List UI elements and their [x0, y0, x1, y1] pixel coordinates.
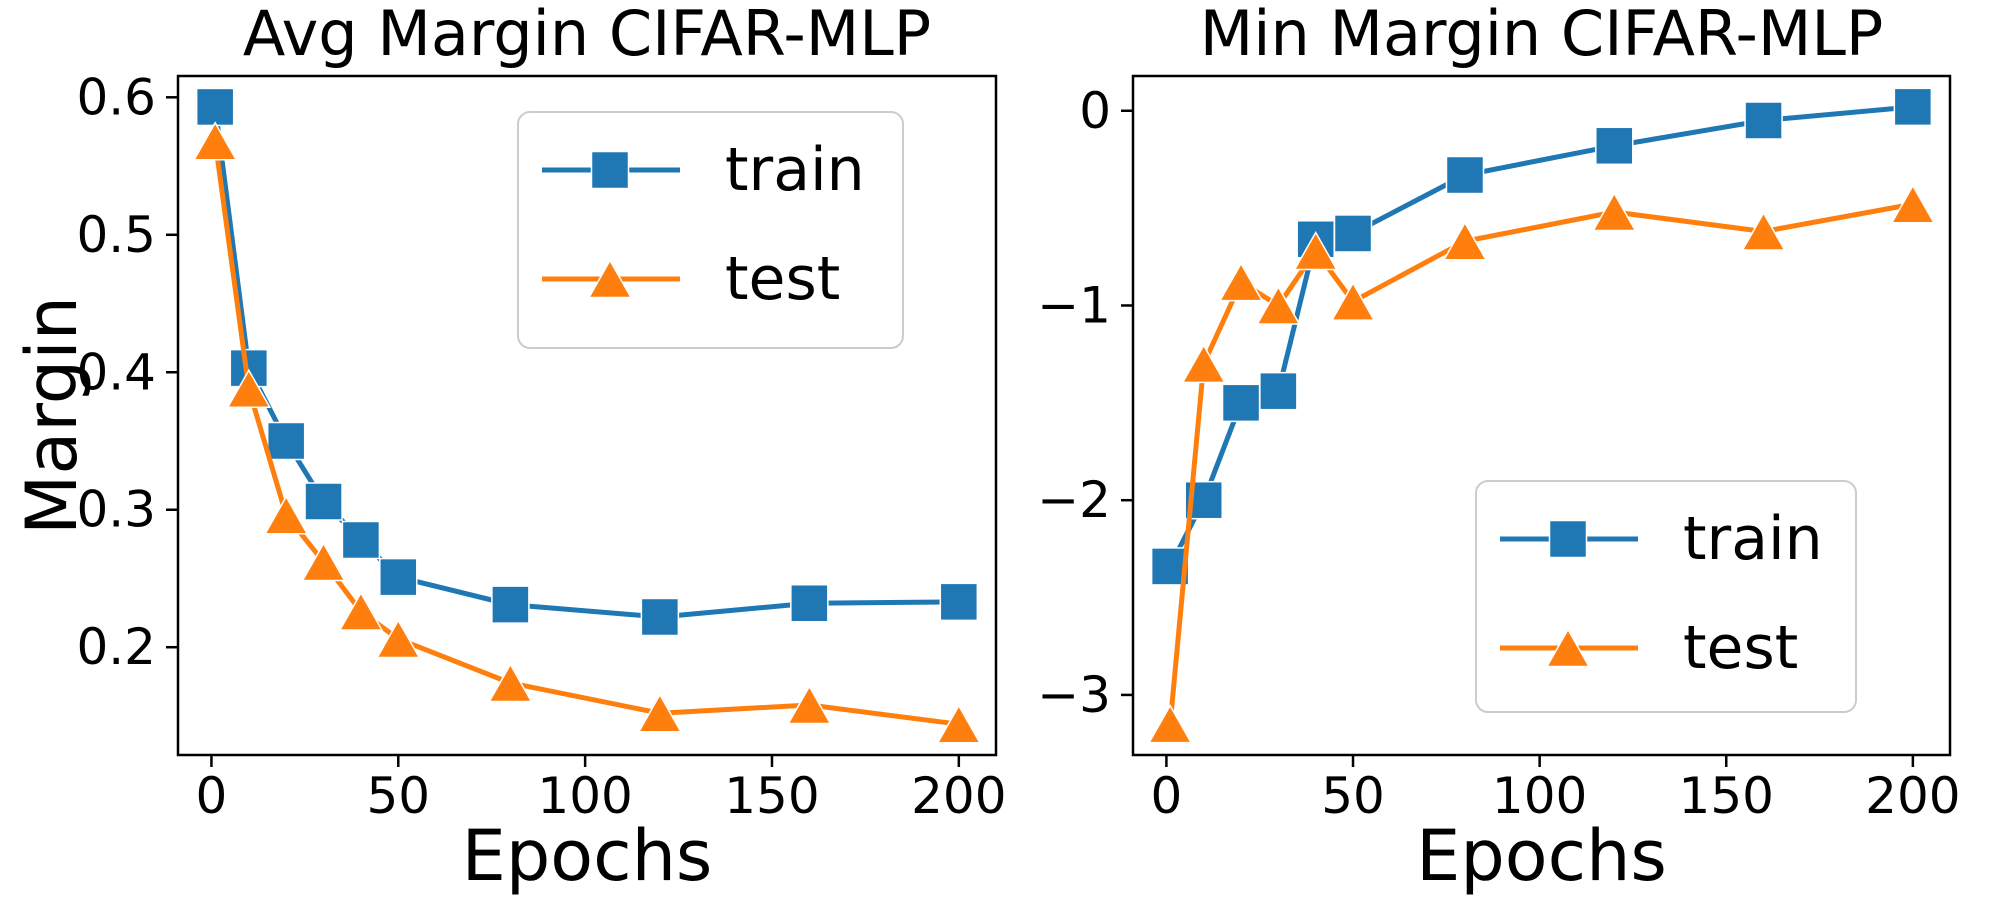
marker-test-triangle	[1256, 285, 1301, 325]
marker-test-triangle	[338, 591, 384, 631]
legend-item-test: test	[1500, 613, 1798, 683]
legend-item-test: test	[542, 244, 840, 314]
marker-test-triangle	[1890, 184, 1936, 224]
marker-test-triangle	[192, 121, 238, 161]
x-tick-label: 200	[1865, 767, 1960, 825]
y-tick-label: 0.2	[76, 618, 156, 676]
x-axis-label: Epochs	[1416, 815, 1667, 897]
marker-train-square	[341, 520, 381, 560]
marker-train-square	[491, 585, 530, 624]
x-tick-label: 0	[1150, 767, 1182, 825]
x-tick-label: 150	[1679, 767, 1774, 825]
legend-marker-train	[590, 150, 630, 190]
marker-train-square	[266, 421, 306, 461]
legend-marker-test	[587, 258, 633, 299]
legend-label-train: train	[725, 135, 865, 205]
legend-marker-train	[1548, 519, 1588, 559]
marker-train-square	[1259, 371, 1298, 411]
marker-train-square	[1744, 101, 1783, 140]
marker-test-triangle	[263, 495, 309, 535]
marker-test-triangle	[226, 368, 272, 409]
y-tick-label: −1	[1037, 276, 1111, 334]
marker-test-triangle	[376, 618, 421, 659]
legend: train test	[1475, 480, 1857, 713]
x-tick-label: 200	[911, 767, 1006, 825]
marker-test-triangle	[488, 662, 533, 703]
legend-label-train: train	[1683, 504, 1823, 574]
x-tick-label: 100	[1492, 767, 1587, 825]
x-tick-label: 50	[366, 767, 430, 825]
marker-test-triangle	[1147, 704, 1193, 744]
legend-marker-test	[1545, 627, 1591, 668]
marker-test-triangle	[1591, 191, 1637, 232]
marker-train-square	[1595, 126, 1634, 166]
marker-train-square	[379, 557, 418, 597]
marker-train-square	[1221, 383, 1261, 423]
x-tick-label: 50	[1321, 767, 1385, 825]
marker-test-triangle	[1330, 281, 1376, 321]
panel-avg-margin: Avg Margin CIFAR-MLP 0 50 100 150 200 0.2 0.3 0.…	[11, 0, 1007, 897]
y-tick-label: 0.3	[76, 481, 156, 539]
marker-train-square	[1333, 214, 1373, 253]
legend-item-train: train	[542, 135, 865, 205]
x-tick-label: 150	[724, 767, 819, 825]
marker-test-triangle	[1741, 211, 1786, 251]
marker-train-square	[1893, 87, 1933, 127]
marker-test-triangle	[637, 693, 683, 733]
marker-test-triangle	[301, 541, 346, 582]
y-tick-label: 0.4	[76, 343, 156, 401]
legend-label-test: test	[1683, 613, 1798, 683]
marker-train-square	[1445, 155, 1485, 195]
x-axis-label: Epochs	[462, 815, 713, 897]
plot-title: Min Margin CIFAR-MLP	[1200, 0, 1884, 70]
marker-test-triangle	[936, 704, 982, 744]
y-axis-label: Margin	[11, 296, 93, 535]
y-tick-label: 0	[1079, 82, 1111, 140]
legend: train test	[517, 111, 904, 349]
marker-test-triangle	[1181, 343, 1227, 384]
marker-train-square	[640, 597, 680, 637]
x-tick-label: 0	[196, 767, 228, 825]
marker-train-square	[195, 87, 235, 127]
marker-train-square	[939, 582, 979, 622]
x-tick-label: 100	[537, 767, 632, 825]
marker-test-triangle	[1442, 221, 1488, 261]
marker-train-square	[304, 482, 343, 521]
plot-title: Avg Margin CIFAR-MLP	[243, 0, 931, 70]
y-tick-label: −3	[1037, 666, 1111, 724]
plot-area	[176, 74, 998, 757]
marker-test-triangle	[787, 684, 832, 725]
panel-min-margin: Min Margin CIFAR-MLP 0 50 100 150 200 0 −1 −2 −3 E…	[1037, 0, 1960, 897]
y-tick-label: −2	[1037, 471, 1111, 529]
plot-area	[1131, 74, 1952, 757]
y-tick-label: 0.5	[76, 206, 156, 264]
y-tick-label: 0.6	[76, 68, 156, 126]
legend-label-test: test	[725, 244, 840, 314]
series-line-test	[1167, 201, 1916, 727]
marker-train-square	[790, 583, 829, 623]
legend-item-train: train	[1500, 504, 1823, 574]
marker-test-triangle	[1293, 230, 1338, 271]
marker-test-triangle	[1218, 262, 1264, 302]
